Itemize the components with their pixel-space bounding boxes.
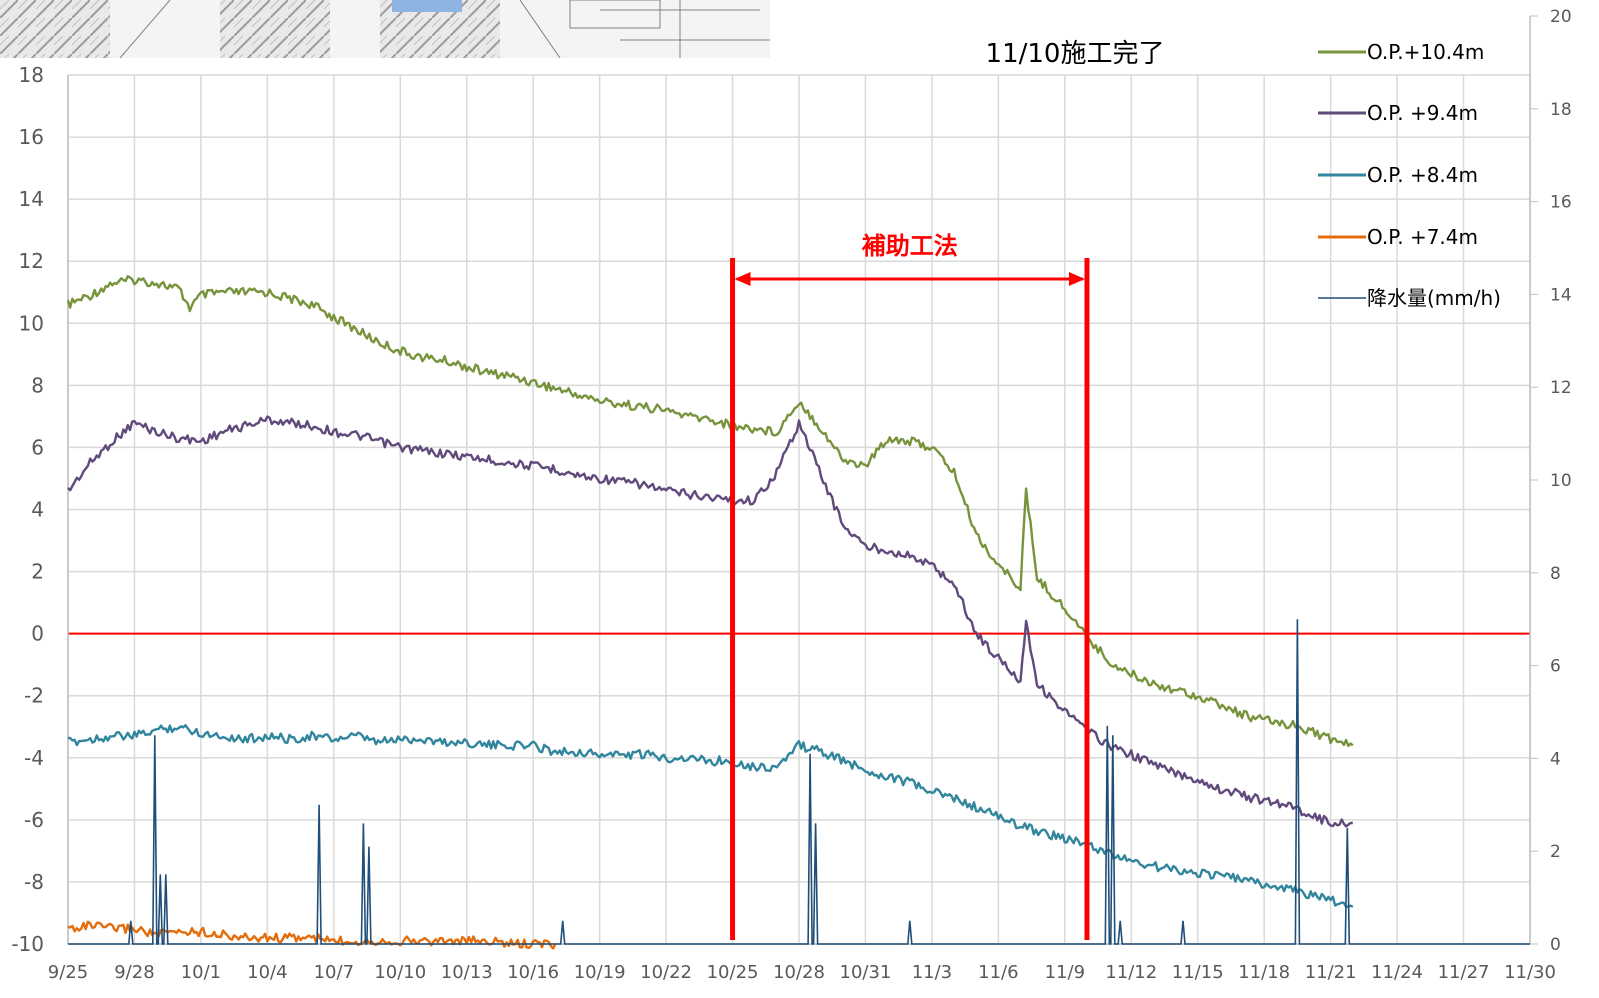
y2-tick-label: 20 <box>1550 7 1572 27</box>
x-tick-label: 11/18 <box>1238 962 1290 983</box>
x-tick-label: 11/27 <box>1438 962 1490 983</box>
y-tick-label: 12 <box>19 249 44 273</box>
x-tick-label: 10/16 <box>507 962 559 983</box>
x-tick-label: 10/22 <box>640 962 692 983</box>
y-tick-label: 18 <box>19 63 44 87</box>
y-tick-label: -6 <box>24 808 44 832</box>
y-tick-label: -10 <box>11 932 44 956</box>
series-line <box>67 415 1353 828</box>
method-label: 補助工法 <box>861 232 958 260</box>
y-tick-label: 8 <box>31 373 44 397</box>
legend-label: O.P. +9.4m <box>1367 101 1478 125</box>
x-tick-label: 11/30 <box>1504 962 1556 983</box>
arrow-head-left <box>734 272 751 286</box>
grid-lines <box>67 74 1531 945</box>
x-tick-label: 9/28 <box>114 962 154 983</box>
y-tick-label: 0 <box>31 622 44 646</box>
legend: O.P.+10.4m O.P. +9.4m O.P. +8.4m O.P. +7.4m… <box>1318 40 1501 310</box>
y2-tick-label: 2 <box>1550 842 1561 862</box>
y2-tick-label: 16 <box>1550 193 1572 213</box>
y-tick-label: -4 <box>24 746 44 770</box>
x-tick-label: 10/7 <box>314 962 354 983</box>
x-tick-label: 10/10 <box>374 962 426 983</box>
x-tick-label: 11/9 <box>1045 962 1085 983</box>
y2-tick-label: 8 <box>1550 564 1561 584</box>
x-tick-label: 10/13 <box>441 962 493 983</box>
y2-tick-label: 6 <box>1550 657 1561 677</box>
x-tick-label: 10/31 <box>840 962 892 983</box>
y-tick-label: 4 <box>31 498 44 522</box>
x-tick-label: 10/1 <box>181 962 221 983</box>
legend-label: 降水量(mm/h) <box>1367 286 1501 310</box>
x-tick-label: 11/12 <box>1105 962 1157 983</box>
y-axis-tick-labels: 18 16 14 12 10 8 6 4 2 0 -2 -4 -6 -8 -10 <box>11 63 44 956</box>
y-tick-label: 14 <box>19 187 44 211</box>
arrow-head-right <box>1068 272 1085 286</box>
series-line <box>67 920 557 950</box>
series-line <box>67 724 1354 908</box>
y-tick-label: 2 <box>31 560 44 584</box>
completion-note: 11/10施工完了 <box>986 39 1165 69</box>
y2-tick-label: 10 <box>1550 471 1572 491</box>
y-tick-label: 16 <box>19 125 44 149</box>
x-tick-label: 10/28 <box>773 962 825 983</box>
series-line <box>66 275 1354 748</box>
construction-period-markers <box>730 258 1090 940</box>
series-lines <box>66 275 1530 950</box>
y2-tick-label: 18 <box>1550 100 1572 120</box>
x-tick-label: 11/24 <box>1371 962 1423 983</box>
y2-tick-label: 4 <box>1550 749 1561 769</box>
legend-label: O.P. +8.4m <box>1367 163 1478 187</box>
site-map-thumbnail <box>0 0 770 59</box>
x-tick-label: 11/21 <box>1305 962 1357 983</box>
x-tick-label: 11/6 <box>978 962 1018 983</box>
x-tick-label: 11/3 <box>912 962 952 983</box>
x-tick-label: 10/4 <box>247 962 287 983</box>
x-tick-label: 10/19 <box>574 962 626 983</box>
x-tick-label: 9/25 <box>48 962 88 983</box>
y2-tick-label: 0 <box>1550 935 1561 955</box>
y-tick-label: 6 <box>31 435 44 459</box>
y2-tick-label: 14 <box>1550 285 1572 305</box>
y-tick-label: 10 <box>19 311 44 335</box>
y2-tick-label: 12 <box>1550 378 1572 398</box>
rainfall-line <box>68 619 1530 945</box>
x-tick-label: 10/25 <box>707 962 759 983</box>
legend-label: O.P.+10.4m <box>1367 40 1484 64</box>
y-tick-label: -2 <box>24 684 44 708</box>
x-axis-tick-labels: 9/25 9/28 10/1 10/4 10/7 10/10 10/13 10/16 10/19… <box>48 962 1556 983</box>
y-tick-label: -8 <box>24 870 44 894</box>
x-tick-label: 11/15 <box>1172 962 1224 983</box>
legend-label: O.P. +7.4m <box>1367 225 1478 249</box>
